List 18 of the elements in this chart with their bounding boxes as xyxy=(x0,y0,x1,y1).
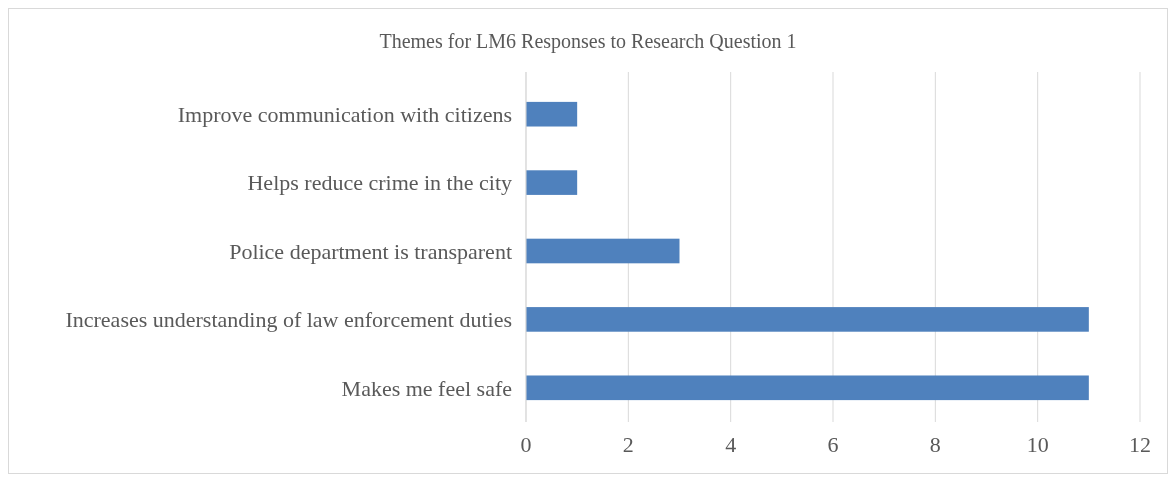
y-tick-label: Makes me feel safe xyxy=(341,375,512,401)
x-tick-label: 10 xyxy=(1026,432,1049,457)
x-tick-label: 8 xyxy=(929,432,941,457)
y-tick-label: Increases understanding of law enforcement duties xyxy=(65,307,512,333)
bar xyxy=(526,101,578,127)
y-tick-label: Improve communication with citizens xyxy=(177,101,512,127)
chart-title: Themes for LM6 Responses to Research Question 1 xyxy=(379,30,797,53)
bar xyxy=(526,170,578,195)
y-tick-label: Helps reduce crime in the city xyxy=(247,170,512,196)
x-tick-label: 6 xyxy=(827,432,839,457)
bar xyxy=(526,375,1089,401)
x-tick-label: 2 xyxy=(622,432,634,457)
x-tick-label: 4 xyxy=(725,432,737,457)
bar xyxy=(526,307,1089,332)
x-tick-label: 0 xyxy=(520,432,532,457)
y-tick-label: Police department is transparent xyxy=(229,238,512,264)
x-tick-label: 12 xyxy=(1129,432,1151,457)
bar xyxy=(526,238,680,264)
